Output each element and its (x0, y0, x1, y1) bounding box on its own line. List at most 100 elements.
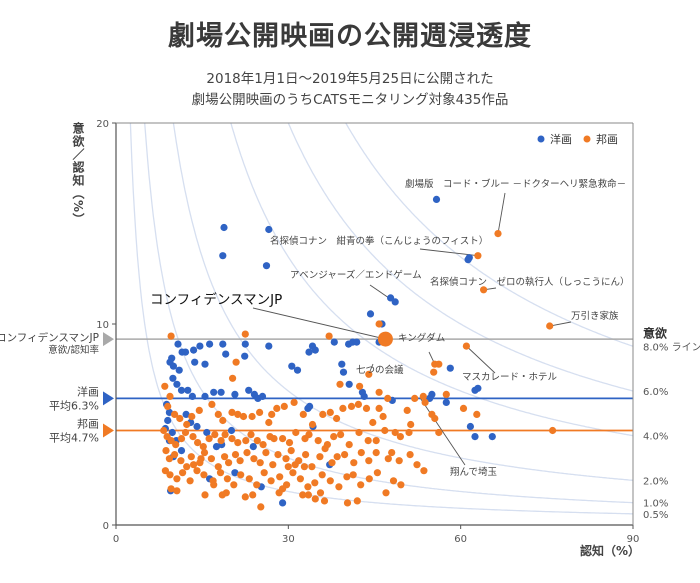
point-japanese (214, 463, 222, 471)
point-japanese (326, 477, 334, 485)
annotations: 劇場版 コード・ブルー －ドクターヘリ緊急救命－ 名探偵コナン 紺青の拳（こんじょ… (150, 178, 630, 478)
x-tick-label: 30 (282, 534, 295, 545)
point-western (201, 392, 209, 400)
point-japanese (330, 433, 338, 441)
point-japanese (325, 332, 333, 340)
point-japanese (459, 404, 468, 412)
point-japanese (183, 463, 191, 471)
x-tick-label: 60 (454, 534, 467, 545)
point-japanese (397, 481, 405, 489)
point-western (265, 225, 273, 234)
iso-line-label: 0.5% (643, 510, 668, 521)
point-japanese (473, 410, 481, 418)
point-japanese (382, 489, 390, 497)
annotation-leader (549, 321, 572, 327)
point-western (169, 362, 177, 370)
point-japanese (162, 447, 170, 455)
point-japanese (328, 459, 336, 467)
point-western (345, 380, 353, 388)
point-japanese (430, 368, 438, 376)
point-japanese (232, 358, 240, 366)
point-japanese (193, 467, 201, 475)
iso-lines (129, 123, 633, 515)
point-japanese (321, 445, 329, 453)
point-western (222, 350, 230, 358)
point-western (488, 433, 496, 441)
annotation-leader (466, 345, 496, 374)
point-western (227, 426, 236, 435)
point-japanese (177, 457, 185, 465)
point-western (391, 298, 399, 306)
point-western (174, 340, 182, 348)
point-japanese (304, 483, 312, 491)
point-japanese (546, 322, 554, 330)
point-japanese (231, 451, 240, 459)
point-japanese (275, 489, 283, 497)
point-japanese (253, 437, 261, 445)
point-japanese (419, 392, 427, 400)
point-japanese (355, 428, 363, 437)
point-western (184, 386, 192, 394)
point-japanese (205, 435, 213, 443)
point-western (241, 352, 249, 360)
annotation-label: 翔んで埼玉 (450, 466, 498, 478)
point-japanese (183, 420, 191, 429)
point-japanese (276, 473, 284, 481)
highlight-point (377, 331, 393, 347)
point-japanese (230, 481, 238, 489)
legend-label: 邦画 (596, 133, 618, 146)
point-japanese (314, 437, 322, 445)
point-japanese (222, 489, 230, 497)
point-japanese (326, 408, 334, 416)
point-japanese (395, 457, 403, 465)
iso-line-label: 1.0% (643, 499, 668, 510)
point-japanese (435, 360, 443, 368)
legend-marker-western (537, 135, 545, 143)
point-japanese (268, 410, 276, 418)
point-western (446, 364, 454, 372)
point-japanese (190, 461, 198, 469)
x-axis-label: 認知（%） (580, 543, 640, 558)
x-tick-label: 0 (113, 534, 119, 545)
highlight-label: コンフィデンスマンJP (150, 291, 282, 308)
point-japanese (396, 433, 404, 441)
point-japanese (242, 437, 250, 445)
point-western (190, 346, 198, 354)
point-japanese (299, 491, 307, 499)
point-japanese (549, 426, 557, 435)
y-tick-label: 0 (103, 521, 109, 532)
x-tick-label: 90 (627, 534, 640, 545)
annotation-label: 万引き家族 (571, 310, 619, 322)
point-japanese (166, 392, 174, 400)
point-japanese (181, 428, 190, 437)
point-japanese (428, 410, 436, 418)
point-japanese (280, 402, 288, 410)
point-japanese (442, 390, 450, 398)
annotation-label: 劇場版 コード・ブルー －ドクターヘリ緊急救命－ (405, 178, 626, 190)
point-japanese (413, 461, 421, 469)
point-japanese (305, 431, 313, 439)
point-japanese (248, 412, 256, 421)
point-western (339, 368, 348, 376)
point-western (219, 340, 227, 348)
point-japanese (171, 451, 179, 459)
point-japanese (384, 455, 392, 463)
reference-marker-icon (103, 391, 114, 406)
data-points (160, 195, 557, 511)
point-japanese (194, 439, 202, 447)
point-western (466, 422, 474, 431)
point-western (366, 310, 375, 318)
point-japanese (211, 431, 219, 439)
point-western (293, 366, 302, 374)
point-japanese (300, 463, 308, 471)
point-japanese (320, 497, 329, 505)
point-japanese (335, 483, 343, 491)
point-japanese (161, 382, 169, 390)
iso-line (172, 123, 633, 481)
point-japanese (173, 487, 181, 495)
annotation-label: マスカレード・ホテル (462, 372, 558, 383)
point-japanese (247, 431, 255, 439)
y-axis-label: 意欲／認知（%） (71, 121, 85, 226)
point-japanese (302, 451, 310, 459)
